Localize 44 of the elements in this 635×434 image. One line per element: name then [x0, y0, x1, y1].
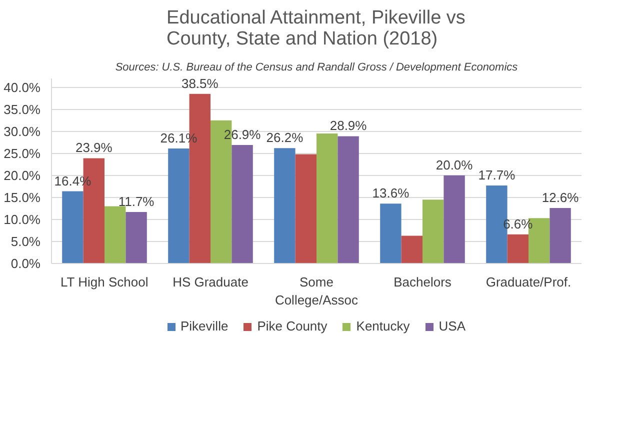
- bar: [444, 175, 465, 264]
- y-tick-label: 20.0%: [4, 168, 41, 183]
- legend-label: USA: [438, 318, 466, 334]
- data-label: 38.5%: [181, 76, 219, 91]
- y-tick-label: 5.0%: [10, 234, 41, 249]
- bar: [338, 136, 359, 264]
- data-label: 20.0%: [436, 157, 474, 172]
- bar: [401, 236, 422, 264]
- y-tick-label: 10.0%: [4, 212, 41, 227]
- legend-label: Pikeville: [180, 318, 228, 334]
- bar: [380, 204, 402, 264]
- bar: [62, 191, 84, 264]
- bar: [104, 206, 126, 264]
- bar: [274, 148, 296, 264]
- data-label: 12.6%: [542, 190, 580, 205]
- data-label: 13.6%: [372, 186, 410, 201]
- x-tick-label: Graduate/Prof.: [486, 274, 572, 290]
- data-label: 11.7%: [118, 194, 155, 209]
- bar: [422, 200, 444, 264]
- y-tick-label: 40.0%: [4, 80, 41, 95]
- bar: [316, 134, 338, 264]
- y-tick-label: 30.0%: [4, 124, 41, 139]
- bar: [550, 208, 571, 264]
- x-tick-label: Bachelors: [394, 274, 452, 290]
- bar: [126, 212, 147, 264]
- legend-label: Kentucky: [356, 318, 410, 334]
- chart-subtitle: Sources: U.S. Bureau of the Census and Randall Gross / Development Economics: [115, 62, 518, 74]
- bar: [232, 145, 253, 264]
- x-tick-label: LT High School: [60, 274, 148, 290]
- y-tick-label: 15.0%: [4, 190, 41, 205]
- chart-title: Educational Attainment, Pikeville vs County, State and Nation (2018): [166, 8, 466, 50]
- legend-label: Pike County: [257, 318, 328, 334]
- bar: [507, 234, 528, 264]
- x-tick-label: HS Graduate: [172, 274, 248, 290]
- y-tick-label: 25.0%: [4, 146, 41, 161]
- data-label: 23.9%: [75, 140, 113, 156]
- y-tick-label: 0.0%: [10, 256, 41, 271]
- y-tick-label: 35.0%: [4, 102, 41, 117]
- data-label: 26.2%: [266, 130, 304, 146]
- bar: [168, 148, 190, 264]
- data-label: 17.7%: [478, 168, 516, 183]
- x-tick-label: Some College/Assoc: [274, 274, 359, 308]
- data-label: 28.9%: [330, 118, 368, 134]
- bar: [295, 154, 316, 264]
